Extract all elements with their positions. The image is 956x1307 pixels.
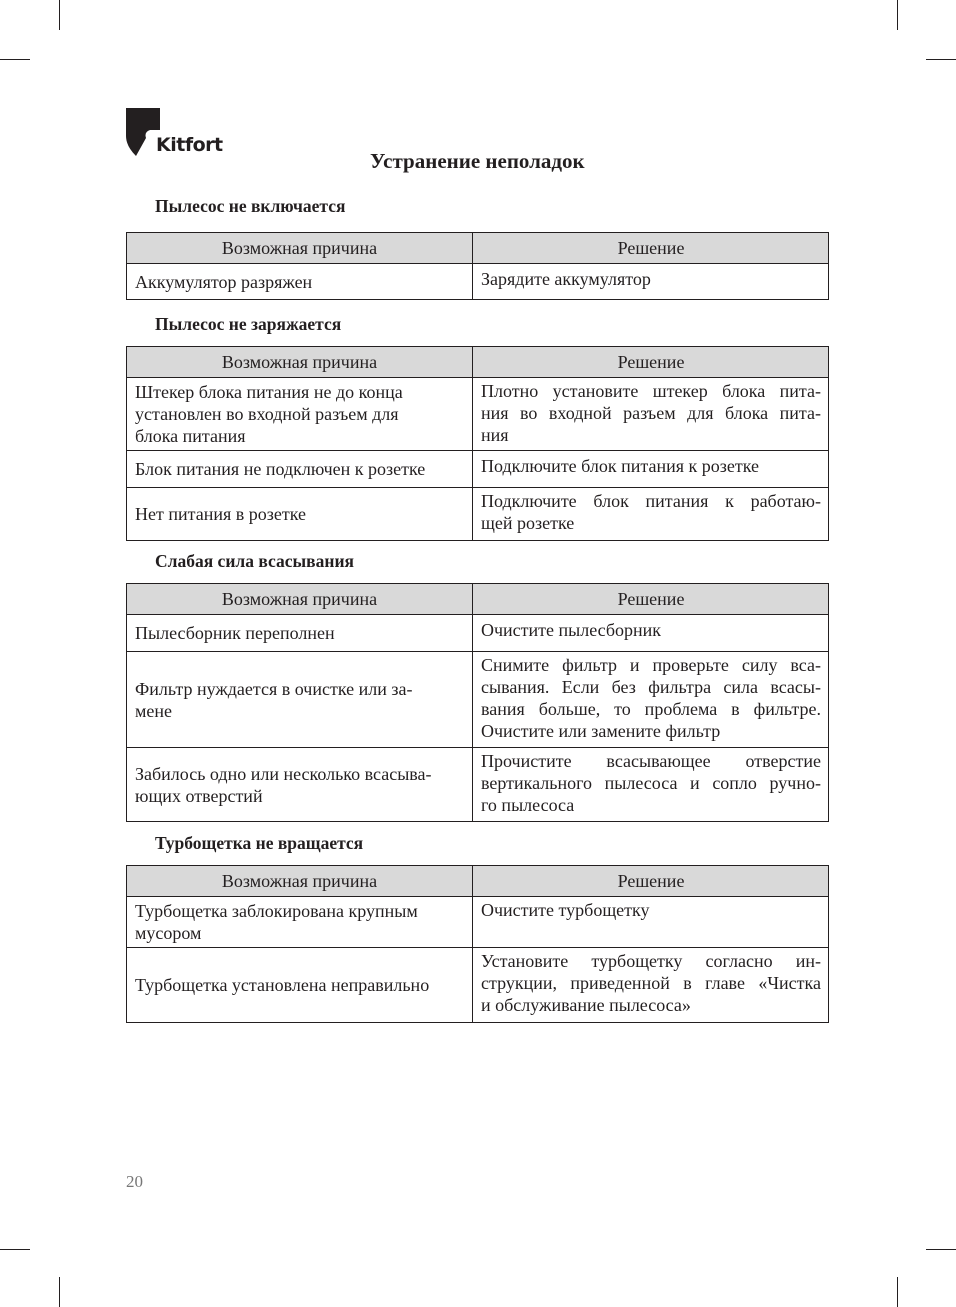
cause-cell: Аккумулятор разряжен xyxy=(127,264,473,299)
table-row: Забилось одно или несколько всасыва-ющих… xyxy=(127,747,828,821)
crop-mark xyxy=(0,59,30,60)
solution-cell: Установите турбощетку согласно ин-струкц… xyxy=(473,948,828,1022)
crop-mark xyxy=(59,0,60,30)
cause-line: мене xyxy=(135,700,173,721)
solution-cell: Подключите блок питания к работаю-щей ро… xyxy=(473,488,828,540)
section-title: Турбощетка не вращается xyxy=(155,833,364,853)
cause-line: Штекер блока питания не до конца xyxy=(135,382,403,402)
troubleshooting-table: Возможная причина Решение Аккумулятор разр… xyxy=(126,232,829,300)
solution-line: Очистите пылесборник xyxy=(481,620,662,640)
header-solution: Решение xyxy=(617,589,685,609)
cause-cell: Пылесборник переполнен xyxy=(127,615,473,651)
solution-line: Плотно установите штекер блока пита- xyxy=(481,381,821,401)
section-title: Слабая сила всасывания xyxy=(155,551,355,571)
table-row: Турбощетка установлена неправильно Устано… xyxy=(127,947,828,1022)
header-cause: Возможная причина xyxy=(127,866,473,896)
cause-cell: Турбощетка установлена неправильно xyxy=(127,948,473,1022)
cause-line: Аккумулятор разряжен xyxy=(135,271,313,292)
cause-line: Турбощетка заблокирована крупным xyxy=(135,901,418,921)
cause-line: Пылесборник переполнен xyxy=(135,623,335,643)
troubleshooting-table: Возможная причина Решение Штекер блока пит… xyxy=(126,346,829,541)
solution-line: Очистите турбощетку xyxy=(481,900,650,920)
crop-mark xyxy=(926,59,956,60)
logo-text: Kitfort xyxy=(156,134,223,156)
cause-line: блока питания xyxy=(135,426,246,446)
solution-line: сывания. Если без фильтра сила всасы- xyxy=(481,677,821,697)
cause-cell: Блок питания не подключен к розетке xyxy=(127,451,473,487)
solution-cell: Плотно установите штекер блока пита-ния … xyxy=(473,378,828,450)
table-header-row: Возможная причина Решение xyxy=(127,866,828,896)
header-cause: Возможная причина xyxy=(127,233,473,263)
crop-mark xyxy=(59,1277,60,1307)
cause-line: Блок питания не подключен к розетке xyxy=(135,459,426,479)
table-row: Штекер блока питания не до конца установл… xyxy=(127,377,828,450)
cause-cell: Забилось одно или несколько всасыва-ющих… xyxy=(127,748,473,821)
solution-line: Снимите фильтр и проверьте силу вса- xyxy=(481,655,821,675)
table-row: Фильтр нуждается в очистке или за-мене Сн… xyxy=(127,651,828,747)
cause-line: Турбощетка установлена неправильно xyxy=(135,975,430,995)
header-cause: Возможная причина xyxy=(127,347,473,377)
table-row: Блок питания не подключен к розетке Подкл… xyxy=(127,450,828,487)
solution-line: щей розетке xyxy=(481,513,575,533)
solution-line: Очистите или замените фильтр xyxy=(481,721,721,741)
cause-line: мусором xyxy=(135,923,202,943)
section-title: Пылесос не заряжается xyxy=(155,314,342,334)
solution-cell: Очистите пылесборник xyxy=(473,615,828,651)
cause-line: Забилось одно или несколько всасыва- xyxy=(135,763,432,784)
cause-line: установлен во входной разъем для xyxy=(135,404,399,424)
cause-cell: Нет питания в розетке xyxy=(127,488,473,540)
cause-cell: Штекер блока питания не до конца установл… xyxy=(127,378,473,450)
section-title: Пылесос не включается xyxy=(155,196,346,216)
solution-line: Прочистите всасывающее отверстие xyxy=(481,751,821,771)
cause-cell: Турбощетка заблокирована крупным мусором xyxy=(127,897,473,947)
kitfort-logo-icon xyxy=(126,108,160,156)
solution-cell: Зарядите аккумулятор xyxy=(473,264,828,299)
solution-line: и обслуживание пылесоса» xyxy=(481,995,691,1015)
cause-line: Фильтр нуждается в очистке или за- xyxy=(135,678,413,699)
table-header-row: Возможная причина Решение xyxy=(127,233,828,263)
troubleshooting-table: Возможная причина Решение Турбощетка забло… xyxy=(126,865,829,1023)
solution-line: ния во входной разъем для блока пита- xyxy=(481,403,821,423)
table-header-row: Возможная причина Решение xyxy=(127,584,828,614)
crop-mark xyxy=(897,1277,898,1307)
table-row: Нет питания в розетке Подключите блок пит… xyxy=(127,487,828,540)
header-solution: Решение xyxy=(617,871,685,891)
solution-line: Подключите блок питания к розетке xyxy=(481,456,759,476)
table-row: Турбощетка заблокирована крупным мусором О… xyxy=(127,896,828,947)
solution-line: Зарядите аккумулятор xyxy=(481,269,651,289)
troubleshooting-table: Возможная причина Решение Пылесборник пере… xyxy=(126,583,829,822)
solution-line: вания больше, то проблема в фильтре. xyxy=(481,699,821,719)
cause-line: Нет питания в розетке xyxy=(135,504,306,524)
header-solution: Решение xyxy=(617,238,685,258)
crop-mark xyxy=(926,1249,956,1250)
solution-line: го пылесоса xyxy=(481,795,575,815)
page-title: Устранение неполадок xyxy=(370,149,585,173)
table-row: Аккумулятор разряжен Зарядите аккумулятор xyxy=(127,263,828,299)
solution-line: ния xyxy=(481,425,509,445)
solution-cell: Прочистите всасывающее отверстие вертикал… xyxy=(473,748,828,821)
crop-mark xyxy=(0,1249,30,1250)
solution-line: вертикального пылесоса и сопло ручно- xyxy=(481,773,821,793)
crop-mark xyxy=(897,0,898,30)
cause-cell: Фильтр нуждается в очистке или за-мене xyxy=(127,652,473,747)
header-cause: Возможная причина xyxy=(127,584,473,614)
cause-line: ющих отверстий xyxy=(135,785,263,806)
table-row: Пылесборник переполнен Очистите пылесборн… xyxy=(127,614,828,651)
solution-cell: Подключите блок питания к розетке xyxy=(473,451,828,487)
header-solution: Решение xyxy=(617,352,685,372)
solution-line: Установите турбощетку согласно ин- xyxy=(481,951,821,971)
solution-cell: Очистите турбощетку xyxy=(473,897,828,947)
page-number: 20 xyxy=(126,1172,143,1191)
solution-line: Подключите блок питания к работаю- xyxy=(481,491,821,511)
solution-line: струкции, приведенной в главе «Чистка xyxy=(481,973,821,993)
table-header-row: Возможная причина Решение xyxy=(127,347,828,377)
solution-cell: Снимите фильтр и проверьте силу вса-сыва… xyxy=(473,652,828,747)
